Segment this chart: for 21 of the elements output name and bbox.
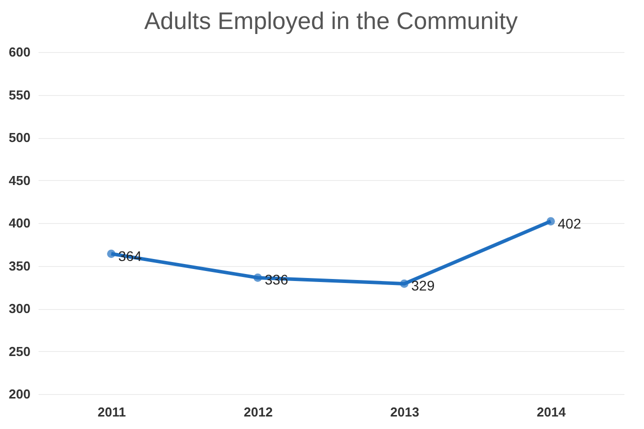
y-tick-label: 200 xyxy=(8,386,30,402)
y-tick-label: 600 xyxy=(8,44,30,60)
x-tick-label: 2011 xyxy=(98,404,126,420)
x-tick-label: 2013 xyxy=(390,404,420,420)
point xyxy=(400,280,408,288)
y-tick-label: 500 xyxy=(8,130,30,145)
data-label: 336 xyxy=(264,272,288,288)
chart-title: Adults Employed in the Community xyxy=(144,8,518,35)
point xyxy=(254,274,262,282)
y-tick-label: 400 xyxy=(8,216,30,230)
x-tick-label: 2012 xyxy=(244,404,273,420)
y-tick-label: 550 xyxy=(8,87,30,102)
point xyxy=(546,217,555,226)
y-tick-label: 450 xyxy=(8,172,30,188)
data-label: 402 xyxy=(558,215,582,232)
x-tick-label: 2014 xyxy=(536,404,566,420)
y-tick-label: 350 xyxy=(8,258,30,274)
y-tick-label: 250 xyxy=(8,344,30,359)
data-label: 329 xyxy=(411,278,435,294)
point xyxy=(107,250,116,258)
y-tick-label: 300 xyxy=(8,301,30,316)
